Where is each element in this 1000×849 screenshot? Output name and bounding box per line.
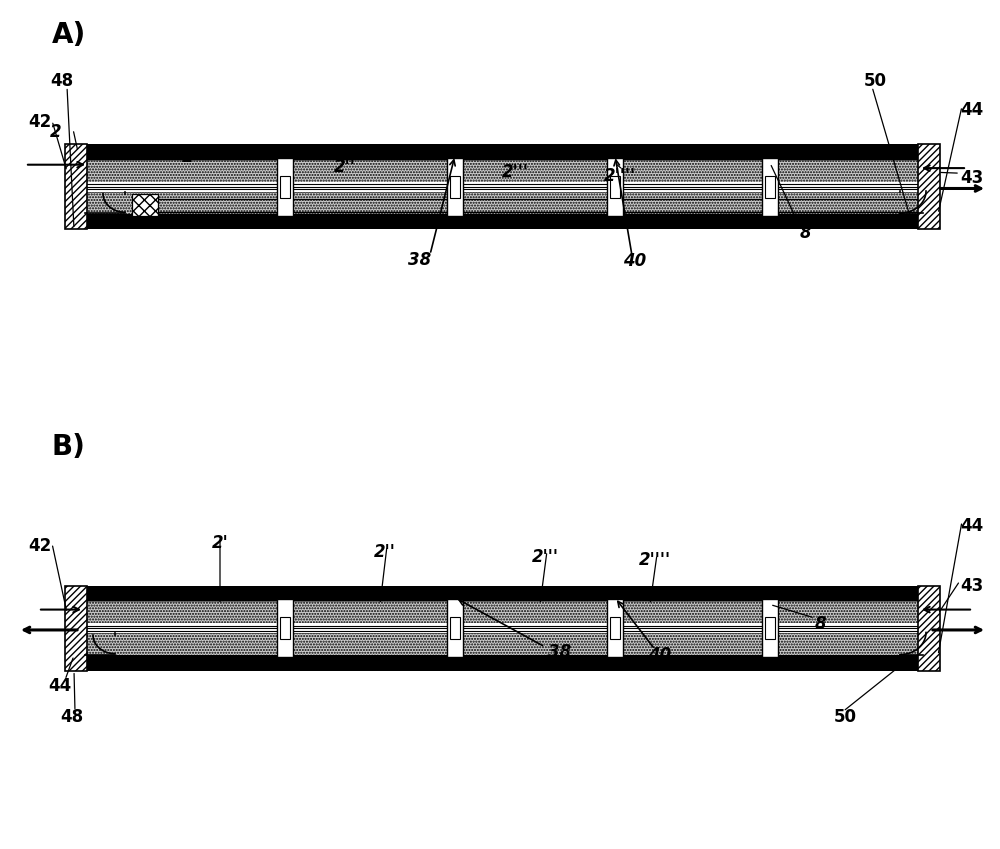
- Text: 44: 44: [960, 517, 984, 536]
- Bar: [70, 586, 935, 601]
- Bar: [132, 194, 158, 216]
- Text: 2: 2: [50, 122, 62, 141]
- Text: 48: 48: [50, 71, 74, 90]
- Bar: [918, 144, 940, 229]
- Text: 2'': 2'': [374, 543, 396, 561]
- Bar: [277, 599, 293, 657]
- Text: 44: 44: [48, 677, 72, 695]
- Text: 38: 38: [548, 643, 572, 661]
- Bar: [918, 586, 940, 671]
- Bar: [765, 617, 775, 639]
- Bar: [80, 633, 925, 655]
- Bar: [80, 160, 925, 182]
- Bar: [280, 176, 290, 198]
- Bar: [610, 617, 620, 639]
- Bar: [762, 158, 778, 216]
- Bar: [765, 176, 775, 198]
- Bar: [447, 158, 463, 216]
- Bar: [65, 144, 87, 229]
- Bar: [762, 599, 778, 657]
- Text: A): A): [52, 21, 86, 49]
- Text: 38: 38: [408, 250, 432, 269]
- Bar: [80, 623, 925, 633]
- Bar: [70, 144, 935, 160]
- Text: 42: 42: [28, 537, 52, 555]
- Bar: [450, 176, 460, 198]
- Text: B): B): [52, 433, 86, 461]
- Bar: [70, 214, 935, 229]
- Text: 2''': 2''': [502, 163, 528, 182]
- Text: 50: 50: [834, 708, 856, 727]
- Bar: [80, 182, 925, 192]
- Text: 43: 43: [960, 169, 984, 188]
- Text: 2': 2': [182, 148, 198, 166]
- Text: 2': 2': [212, 534, 228, 553]
- Text: 43: 43: [960, 576, 984, 595]
- Bar: [610, 176, 620, 198]
- Text: 2''': 2''': [532, 548, 558, 566]
- Bar: [65, 586, 87, 671]
- Text: 2'': 2'': [334, 158, 356, 177]
- Bar: [607, 599, 623, 657]
- Bar: [280, 617, 290, 639]
- Text: 40: 40: [623, 251, 647, 270]
- Bar: [80, 601, 925, 623]
- Bar: [70, 655, 935, 671]
- Text: 2'''': 2'''': [604, 166, 636, 185]
- Text: 50: 50: [864, 71, 887, 90]
- Bar: [80, 192, 925, 214]
- Bar: [447, 599, 463, 657]
- Bar: [450, 617, 460, 639]
- Bar: [607, 158, 623, 216]
- Text: 2'''': 2'''': [639, 551, 671, 570]
- Text: 48: 48: [60, 708, 84, 727]
- Text: 8: 8: [814, 615, 826, 633]
- Text: 8: 8: [799, 223, 811, 242]
- Text: 44: 44: [960, 101, 984, 120]
- Text: 40: 40: [648, 645, 672, 664]
- Bar: [277, 158, 293, 216]
- Text: 42: 42: [28, 113, 52, 132]
